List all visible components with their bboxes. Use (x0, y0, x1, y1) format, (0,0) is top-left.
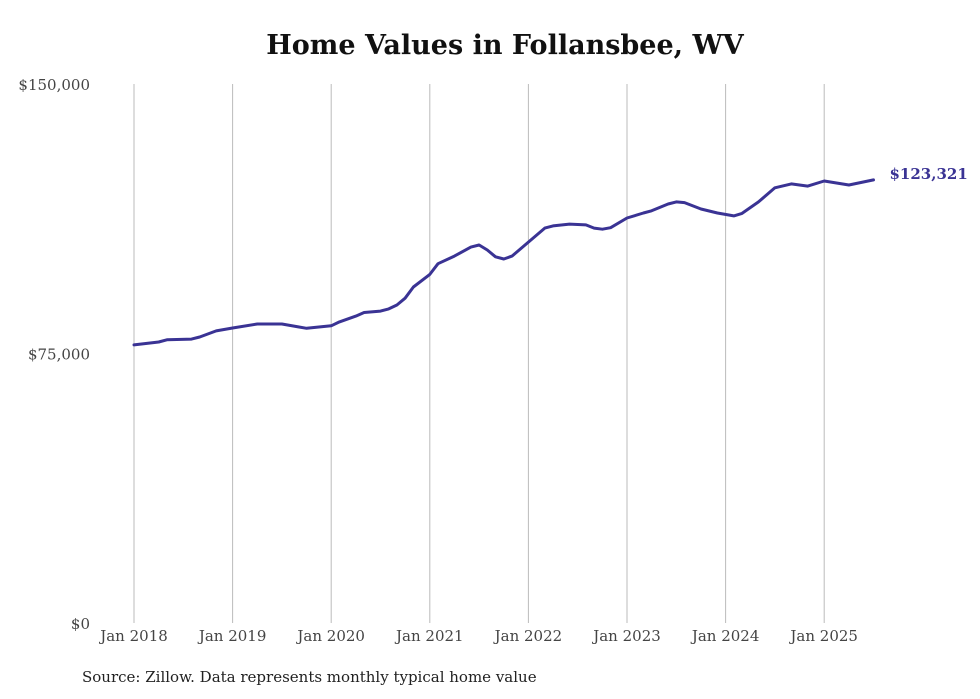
y-tick-label: $75,000 (28, 346, 90, 364)
x-tick-label: Jan 2024 (690, 627, 760, 645)
x-tick-label: Jan 2023 (591, 627, 661, 645)
end-value-label: $123,321 (890, 165, 968, 183)
x-tick-label: Jan 2025 (788, 627, 858, 645)
source-note: Source: Zillow. Data represents monthly … (82, 668, 537, 686)
x-tick-label: Jan 2019 (197, 627, 267, 645)
chart-title: Home Values in Follansbee, WV (266, 30, 744, 61)
x-tick-label: Jan 2022 (493, 627, 563, 645)
y-tick-label: $150,000 (18, 76, 90, 94)
x-tick-label: Jan 2020 (295, 627, 365, 645)
series-line (132, 178, 875, 347)
y-tick-label: $0 (71, 615, 90, 633)
x-tick-label: Jan 2018 (98, 627, 168, 645)
x-tick-label: Jan 2021 (394, 627, 464, 645)
